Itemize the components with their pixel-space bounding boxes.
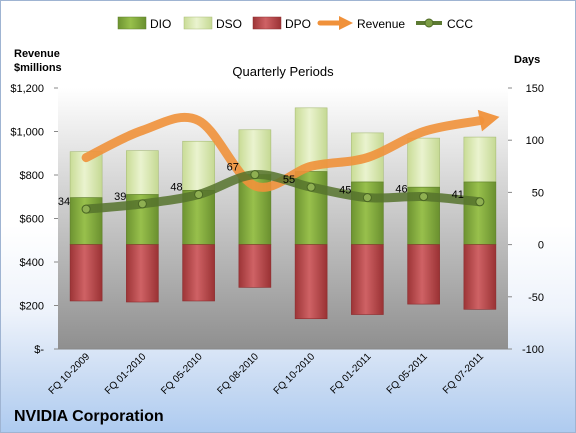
ccc-point	[475, 197, 485, 207]
ccc-point	[81, 204, 91, 214]
legend-item-revenue: Revenue	[317, 16, 405, 31]
x-axis-tick-label: FQ 10-2009	[47, 351, 93, 397]
dpo-bar	[294, 244, 328, 320]
legend-label-dpo: DPO	[285, 17, 311, 31]
ccc-data-label: 34	[58, 196, 70, 208]
x-axis-tick-label: FQ 01-2011	[329, 351, 374, 396]
revenue-arrowhead	[477, 109, 500, 132]
dio-bar	[351, 181, 384, 245]
ccc-point	[306, 182, 316, 192]
ccc-point	[250, 170, 260, 180]
ccc-data-label: 48	[170, 181, 182, 193]
ccc-point	[137, 199, 147, 209]
ccc-point	[194, 189, 204, 199]
ccc-point	[362, 193, 372, 203]
right-axis-tick-label: -50	[528, 292, 544, 304]
ccc-point	[419, 192, 429, 202]
right-axis-tick-label: -100	[522, 344, 544, 356]
ccc-data-label: 39	[114, 191, 126, 203]
right-axis-tick-label: 150	[526, 83, 544, 95]
dpo-bar	[69, 244, 103, 302]
left-axis-title-line1: Revenue	[14, 48, 60, 60]
dpo-bar	[126, 244, 159, 303]
left-axis-tick-label: $1,200	[10, 83, 44, 95]
dpo-bar	[407, 244, 440, 305]
dso-bar	[126, 150, 159, 195]
revenue-line	[81, 112, 485, 192]
right-axis-tick-label: 100	[526, 135, 544, 147]
legend-label-revenue: Revenue	[357, 17, 405, 31]
dio-bar	[463, 181, 497, 245]
legend-item-dpo: DPO	[252, 16, 311, 31]
right-axis-tick-label: 0	[538, 240, 544, 252]
dso-bar	[182, 140, 215, 191]
dpo-bar	[238, 244, 272, 288]
ccc-data-label: 55	[283, 174, 295, 186]
dso-bar	[463, 136, 497, 183]
legend-item-ccc: CCC	[416, 17, 473, 31]
legend-label-ccc: CCC	[447, 17, 473, 31]
dpo-bar	[463, 244, 497, 310]
x-axis-tick-label: FQ 07-2011	[441, 351, 486, 396]
chart-title: Quarterly Periods	[232, 64, 334, 79]
right-axis-title: Days	[514, 54, 540, 66]
left-axis-title-line2: $millions	[14, 62, 62, 74]
dpo-bar	[351, 244, 384, 315]
legend-item-dio: DIO	[117, 16, 171, 31]
legend-label-dio: DIO	[150, 17, 171, 31]
ccc-data-label: 45	[339, 185, 351, 197]
ccc-line	[81, 170, 485, 214]
left-axis-tick-label: $800	[20, 170, 44, 182]
x-axis-tick-label: FQ 08-2010	[215, 351, 261, 397]
left-axis-tick-label: $-	[34, 344, 44, 356]
ccc-data-label: 46	[395, 184, 407, 196]
legend: DIO DSO DPO Revenue CCC	[117, 16, 473, 31]
dso-bar	[238, 129, 272, 175]
company-name: NVIDIA Corporation	[14, 408, 164, 425]
x-axis-tick-label: FQ 05-2011	[385, 351, 430, 396]
legend-label-dso: DSO	[216, 17, 242, 31]
left-axis-tick-label: $400	[20, 257, 44, 269]
dpo-bar	[182, 244, 215, 302]
dso-bar	[407, 137, 440, 188]
right-axis-tick-label: 50	[532, 187, 544, 199]
x-axis-tick-label: FQ 10-2010	[272, 351, 318, 397]
ccc-data-label: 67	[227, 162, 239, 174]
x-axis-tick-label: FQ 01-2010	[103, 351, 149, 397]
left-axis-tick-label: $200	[20, 301, 44, 313]
left-axis-tick-label: $1,000	[10, 127, 44, 139]
x-axis-tick-label: FQ 05-2010	[159, 351, 205, 397]
ccc-data-label: 41	[452, 189, 464, 201]
left-axis-tick-label: $600	[20, 214, 44, 226]
legend-item-dso: DSO	[183, 16, 242, 31]
